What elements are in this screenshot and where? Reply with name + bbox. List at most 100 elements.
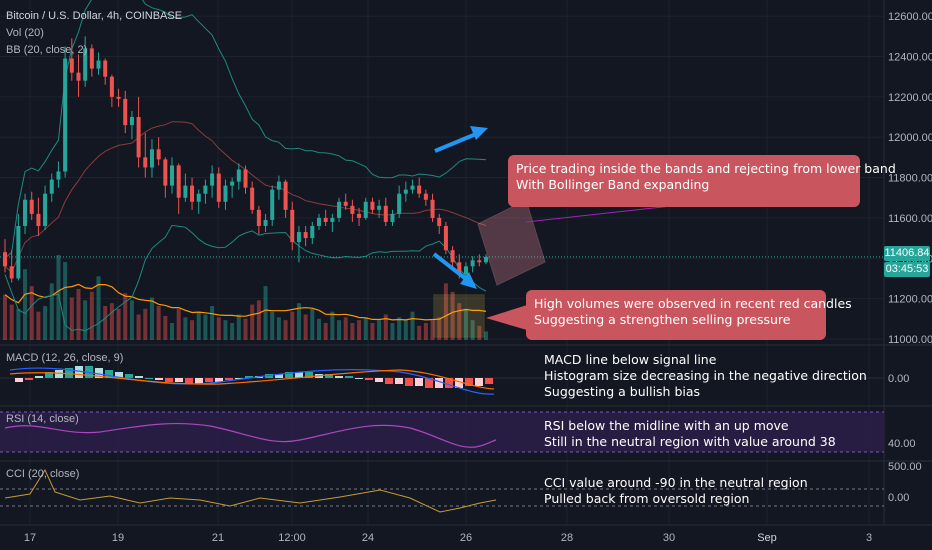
volume-callout-pointer: [486, 305, 527, 330]
candle-body-5: [36, 213, 41, 226]
volume-bar-72: [484, 331, 488, 340]
candle-body-64: [430, 199, 435, 218]
macd-histogram-bar-3: [45, 372, 53, 378]
candle-body-33: [223, 185, 228, 202]
rsi-pane-label[interactable]: RSI (14, close): [6, 413, 79, 425]
volume-bar-59: [397, 317, 402, 340]
volume-bar-41: [276, 317, 281, 340]
candle-body-0: [3, 252, 7, 267]
volume-bar-24: [163, 315, 168, 340]
cci-note-line-1: CCI value around -90 in the neutral regi…: [544, 475, 808, 490]
volume-bar-52: [350, 323, 355, 340]
volume-bar-39: [263, 286, 268, 340]
rsi-note: RSI below the midline with an up move St…: [544, 418, 836, 450]
candle-body-27: [183, 185, 188, 198]
volume-callout-line-1: High volumes were observed in recent red…: [534, 296, 852, 311]
macd-histogram-bar-2: [35, 376, 43, 378]
macd-signal-line: [9, 369, 495, 390]
rsi-note-line-2: Still in the neutral region with value a…: [544, 434, 836, 449]
candle-body-17: [116, 96, 121, 99]
macd-histogram-bar-35: [365, 378, 373, 380]
candle-body-47: [316, 217, 321, 226]
time-tick-8: Sep: [757, 532, 777, 544]
volume-bar-7: [49, 283, 54, 340]
volume-indicator-label[interactable]: Vol (20): [6, 27, 44, 39]
volume-bar-70: [470, 320, 475, 340]
candle-body-4: [29, 199, 34, 214]
candle-body-3: [23, 199, 28, 226]
candle-body-65: [437, 217, 442, 226]
price-tick-1: 12400.00: [888, 51, 932, 63]
candle-body-41: [276, 181, 281, 190]
candle-body-72: [484, 256, 488, 263]
candle-body-8: [56, 171, 61, 180]
chart-title: Bitcoin / U.S. Dollar, 4h, COINBASE: [6, 10, 183, 22]
macd-histogram-bar-1: [25, 378, 33, 380]
candle-body-32: [216, 173, 221, 202]
volume-bar-13: [89, 291, 94, 340]
candle-body-69: [463, 266, 468, 275]
volume-bar-61: [410, 311, 415, 340]
volume-bar-56: [377, 320, 382, 340]
macd-histogram-bar-37: [385, 378, 393, 384]
volume-bar-36: [243, 318, 248, 340]
macd-histogram-bar-21: [225, 378, 233, 380]
rsi-axis-tick: 40.00: [888, 438, 916, 450]
bollinger-indicator-label[interactable]: BB (20, close, 2): [6, 44, 88, 56]
candle-body-25: [170, 165, 175, 186]
candle-body-53: [357, 213, 362, 218]
volume-bar-31: [210, 306, 215, 340]
volume-bar-21: [143, 308, 148, 340]
cci-axis-tick-zero: 0.00: [888, 492, 909, 504]
volume-bar-50: [337, 320, 342, 340]
macd-histogram-bar-14: [155, 378, 163, 380]
macd-histogram-bar-4: [55, 370, 63, 378]
macd-histogram-bar-34: [355, 378, 363, 379]
price-tick-5: 11600.00: [888, 213, 932, 225]
candle-body-16: [109, 76, 114, 97]
candle-body-13: [89, 48, 94, 69]
macd-histogram-bar-33: [345, 376, 353, 378]
volume-bar-9: [63, 262, 68, 340]
macd-histogram-bar-12: [135, 376, 143, 378]
candle-body-52: [350, 205, 355, 214]
price-tick-4: 11800.00: [888, 173, 932, 185]
volume-bar-42: [283, 320, 288, 340]
candle-body-18: [123, 98, 128, 126]
volume-bar-51: [343, 317, 348, 340]
volume-bar-65: [437, 317, 442, 340]
macd-histogram-bar-32: [335, 376, 343, 378]
candle-body-21: [143, 157, 148, 168]
volume-bar-12: [83, 300, 88, 340]
volume-bar-71: [477, 325, 482, 340]
volume-bar-2: [16, 308, 21, 340]
macd-histogram-bar-26: [275, 374, 283, 378]
candle-body-45: [303, 232, 308, 239]
volume-callout: High volumes were observed in recent red…: [526, 290, 852, 340]
volume-bar-10: [69, 297, 74, 340]
macd-histogram-bar-45: [465, 378, 473, 386]
macd-histogram-bar-38: [395, 378, 403, 384]
volume-bar-30: [203, 314, 208, 340]
candle-body-50: [337, 201, 342, 218]
cci-pane-label[interactable]: CCI (20, close): [6, 468, 80, 480]
macd-histogram-bar-22: [235, 378, 243, 379]
candle-body-11: [76, 72, 81, 81]
volume-bar-15: [103, 306, 108, 340]
down-arrow-head: [460, 272, 477, 289]
volume-bar-0: [3, 294, 7, 340]
volume-bar-68: [457, 303, 462, 340]
rsi-line: [4, 422, 497, 448]
macd-histogram-bar-6: [75, 366, 83, 378]
macd-pane-label[interactable]: MACD (12, 26, close, 9): [6, 352, 124, 364]
macd-histogram-bar-31: [325, 374, 333, 378]
down-arrow-shaft: [432, 252, 468, 281]
candle-body-20: [136, 117, 141, 158]
macd-histogram-bar-9: [105, 370, 113, 378]
macd-histogram-bar-47: [485, 378, 493, 384]
candle-body-39: [263, 219, 268, 226]
candle-body-40: [270, 189, 275, 220]
rsi-band: [0, 412, 884, 452]
last-price-tag: 11406.84: [884, 246, 930, 261]
